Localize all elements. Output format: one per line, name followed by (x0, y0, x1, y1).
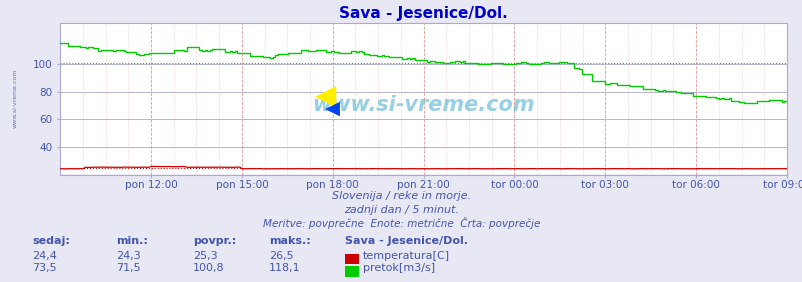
Text: 24,4: 24,4 (32, 251, 57, 261)
Text: pretok[m3/s]: pretok[m3/s] (363, 263, 435, 273)
Text: www.si-vreme.com: www.si-vreme.com (13, 69, 18, 128)
Text: 26,5: 26,5 (269, 251, 294, 261)
Text: 25,3: 25,3 (192, 251, 217, 261)
Text: zadnji dan / 5 minut.: zadnji dan / 5 minut. (343, 205, 459, 215)
Text: 118,1: 118,1 (269, 263, 300, 273)
Text: www.si-vreme.com: www.si-vreme.com (312, 95, 534, 115)
Text: 100,8: 100,8 (192, 263, 224, 273)
Text: temperatura[C]: temperatura[C] (363, 251, 449, 261)
Text: 71,5: 71,5 (116, 263, 141, 273)
Text: 73,5: 73,5 (32, 263, 57, 273)
Text: ◀: ◀ (314, 82, 336, 110)
Text: min.:: min.: (116, 236, 148, 246)
Text: sedaj:: sedaj: (32, 236, 70, 246)
Text: povpr.:: povpr.: (192, 236, 236, 246)
Text: Sava - Jesenice/Dol.: Sava - Jesenice/Dol. (345, 236, 468, 246)
Text: ◀: ◀ (325, 98, 340, 117)
Text: Meritve: povprečne  Enote: metrične  Črta: povprečje: Meritve: povprečne Enote: metrične Črta:… (262, 217, 540, 229)
Text: maks.:: maks.: (269, 236, 310, 246)
Text: Slovenija / reke in morje.: Slovenija / reke in morje. (331, 191, 471, 201)
Title: Sava - Jesenice/Dol.: Sava - Jesenice/Dol. (338, 6, 508, 21)
Text: 24,3: 24,3 (116, 251, 141, 261)
